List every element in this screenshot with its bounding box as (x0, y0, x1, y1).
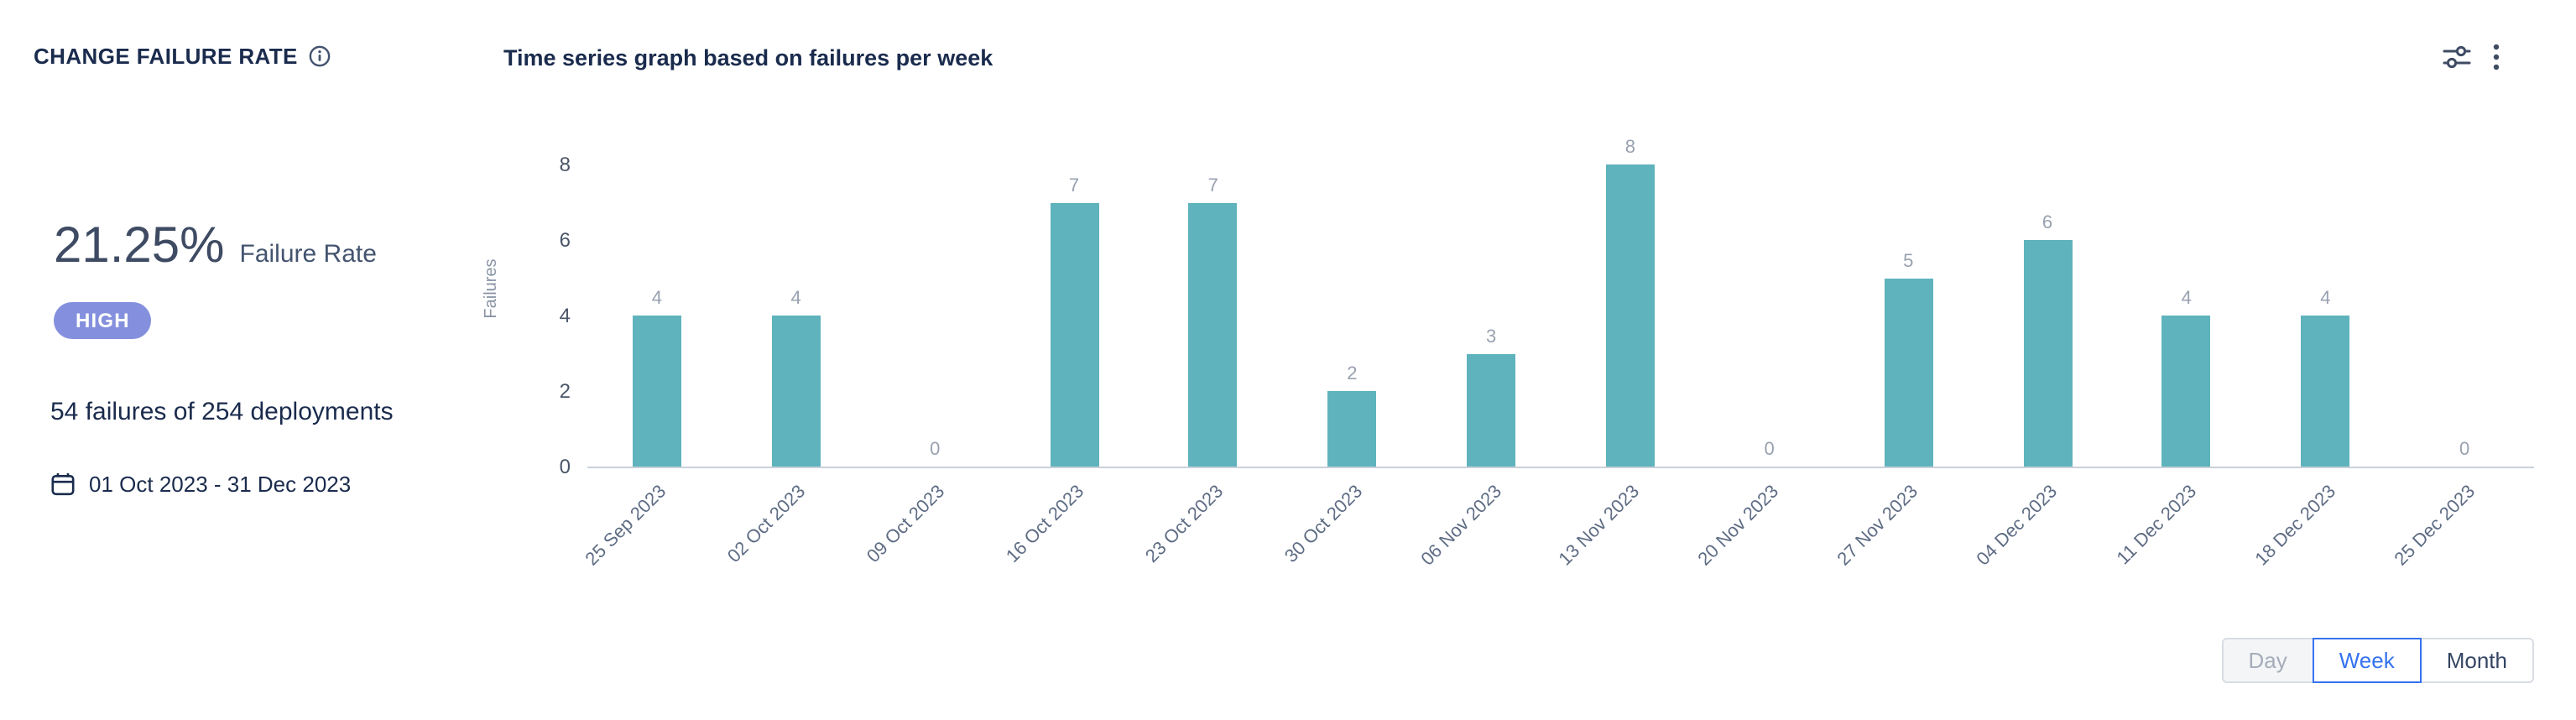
bar[interactable] (1605, 164, 1655, 467)
granularity-week-button[interactable]: Week (2312, 638, 2422, 683)
bar[interactable] (1467, 353, 1516, 467)
bar-value-label: 5 (1903, 251, 1914, 271)
x-axis-label: 25 Dec 2023 (2390, 482, 2480, 571)
bar-value-label: 4 (2320, 289, 2331, 309)
date-range: 01 Oct 2023 - 31 Dec 2023 (89, 472, 352, 497)
bar-value-label: 8 (1624, 138, 1635, 158)
x-axis-label: 20 Nov 2023 (1695, 482, 1784, 571)
chart-title: Time series graph based on failures per … (503, 45, 993, 70)
bar-value-label: 0 (2459, 440, 2470, 460)
bar[interactable] (2301, 316, 2350, 467)
bar[interactable] (1884, 278, 1933, 467)
bar-value-label: 7 (1207, 175, 1218, 196)
risk-level-badge: HIGH (54, 302, 152, 339)
info-icon[interactable] (310, 45, 331, 67)
date-range-row: 01 Oct 2023 - 31 Dec 2023 (50, 472, 351, 497)
bar[interactable] (2161, 316, 2211, 467)
x-axis-label: 06 Nov 2023 (1416, 482, 1506, 571)
chart-toolbar (2442, 42, 2500, 72)
failure-rate-value: 21.25% (54, 218, 225, 274)
bar-value-label: 3 (1486, 326, 1497, 347)
x-axis-label: 02 Oct 2023 (724, 482, 811, 567)
x-axis-label: 16 Oct 2023 (1003, 482, 1088, 567)
x-axis-label: 23 Oct 2023 (1141, 482, 1228, 567)
bar-value-label: 6 (2042, 213, 2053, 233)
x-axis-label: 30 Oct 2023 (1280, 482, 1367, 567)
y-axis-tick: 4 (559, 304, 571, 327)
bar[interactable] (1327, 391, 1377, 467)
bar[interactable] (771, 316, 821, 467)
y-axis-tick: 2 (559, 379, 571, 403)
x-axis-label: 11 Dec 2023 (2113, 482, 2201, 570)
x-axis-label: 13 Nov 2023 (1556, 482, 1645, 571)
panel-header: CHANGE FAILURE RATE (34, 44, 331, 69)
bar-value-label: 0 (930, 440, 941, 460)
bar-value-label: 4 (651, 289, 662, 309)
bar[interactable] (1050, 202, 1098, 467)
calendar-icon (50, 472, 76, 497)
x-axis-label: 09 Oct 2023 (863, 482, 950, 567)
failure-rate-row: 21.25% Failure Rate (54, 218, 377, 275)
x-axis-label: 27 Nov 2023 (1834, 482, 1923, 571)
granularity-month-button[interactable]: Month (2419, 638, 2534, 683)
y-axis-tick: 6 (559, 228, 571, 252)
bar[interactable] (2023, 240, 2072, 467)
failure-rate-label: Failure Rate (239, 240, 377, 269)
granularity-toggle: Day Week Month (2221, 638, 2534, 683)
kebab-menu-icon[interactable] (2492, 42, 2500, 72)
x-axis-label: 04 Dec 2023 (1973, 482, 2062, 571)
bar[interactable] (632, 316, 681, 467)
y-axis-tick: 8 (559, 153, 571, 176)
bar[interactable] (1188, 202, 1238, 467)
sliders-icon[interactable] (2442, 42, 2472, 72)
panel-title: CHANGE FAILURE RATE (34, 44, 298, 69)
x-axis-label: 18 Dec 2023 (2251, 482, 2340, 571)
bar-value-label: 7 (1068, 175, 1080, 196)
bar-value-label: 4 (790, 289, 801, 309)
granularity-day-button[interactable]: Day (2221, 638, 2314, 683)
x-axis-line (587, 467, 2534, 468)
y-axis-tick: 0 (559, 455, 571, 478)
x-axis-label: 25 Sep 2023 (582, 482, 671, 571)
bar-value-label: 2 (1347, 364, 1358, 384)
bar-value-label: 4 (2181, 289, 2192, 309)
bar-value-label: 0 (1764, 440, 1775, 460)
failures-summary-text: 54 failures of 254 deployments (50, 398, 394, 426)
